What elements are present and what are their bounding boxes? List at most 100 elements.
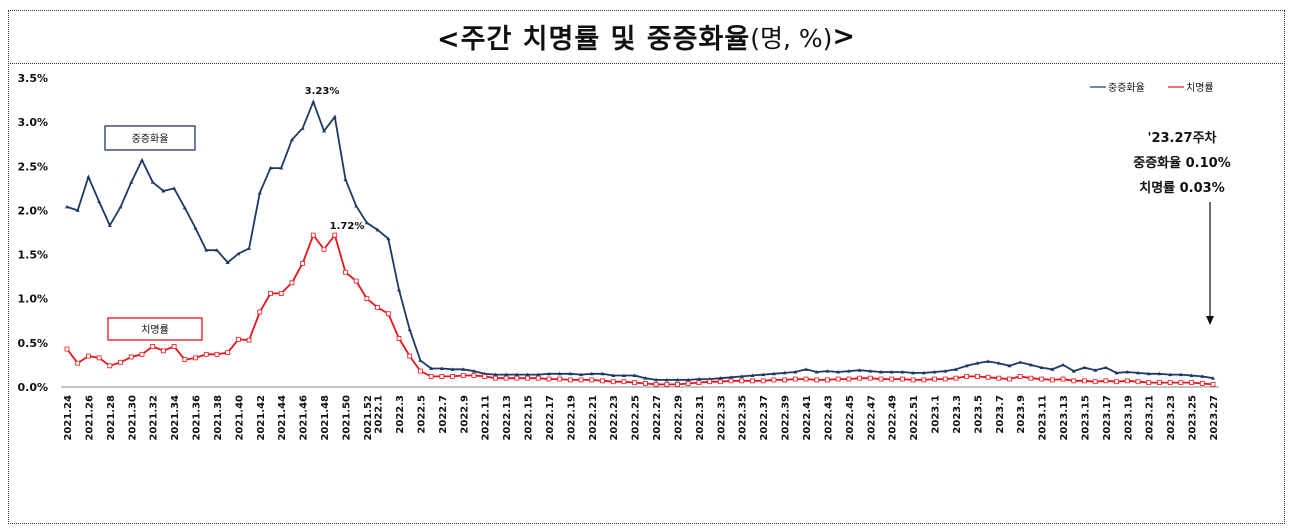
x-tick-label: 2023.23 — [1166, 395, 1177, 441]
chart-frame — [8, 10, 1285, 524]
severe-rate-point — [364, 220, 369, 225]
x-tick-label: 2022.35 — [738, 395, 749, 441]
severe-rate-point — [1103, 365, 1108, 370]
fatality-rate-point — [235, 336, 241, 342]
severe-rate-point — [1200, 374, 1205, 378]
fatality-box-border — [107, 317, 203, 341]
x-tick-label: 2021.28 — [106, 395, 117, 441]
fatality-rate-point — [567, 377, 573, 383]
fatality-rate-point — [1071, 378, 1077, 384]
fatality-rate-point — [471, 373, 477, 378]
severe-rate-point — [943, 369, 948, 373]
fatality-box-label: 치명률 — [141, 324, 169, 336]
fatality-rate-point — [160, 348, 166, 354]
severe-rate-point — [857, 368, 862, 372]
fatality-rate-point — [418, 368, 423, 374]
severe-rate-series — [65, 99, 1215, 382]
x-tick-label: 2022.45 — [845, 395, 856, 441]
fatality-rate-point — [1028, 375, 1034, 381]
fatality-rate-point — [1210, 381, 1216, 387]
severe-rate-point — [1082, 365, 1087, 370]
fatality-rate-point — [1189, 380, 1194, 385]
x-tick-label: 2023.21 — [1145, 395, 1156, 441]
fatality-rate-point — [921, 377, 927, 383]
x-tick-label: 2021.44 — [277, 395, 288, 441]
fatality-rate-point — [996, 375, 1002, 381]
severe-rate-point — [268, 166, 273, 170]
severe-rate-point — [900, 369, 905, 374]
x-tick-label: 2022.5 — [416, 395, 427, 434]
severe-rate-point — [1050, 367, 1055, 371]
fatality-rate-point — [1146, 380, 1152, 385]
fatality-rate-point — [257, 309, 263, 315]
fatality-rate-point — [910, 377, 916, 383]
fatality-rate-point — [1167, 380, 1173, 385]
severe-rate-point — [1039, 365, 1044, 370]
severe-rate-point — [611, 373, 616, 378]
x-tick-label: 2023.27 — [1209, 395, 1220, 441]
severe-rate-point — [761, 372, 766, 377]
severe-rate-point — [675, 377, 680, 382]
severe-rate-point — [504, 372, 509, 377]
x-tick-label: 2021.38 — [213, 395, 224, 441]
fatality-rate-point — [396, 336, 402, 341]
x-tick-label: 2021.50 — [341, 395, 352, 441]
note-severe: 중증화율 0.10% — [1133, 155, 1230, 171]
fatality-rate-point — [1049, 377, 1055, 383]
x-tick-label: 2022.31 — [695, 395, 706, 441]
note-annotation: '23.27주차 중증화율 0.10% 치명률 0.03% — [1133, 130, 1231, 325]
severe-rate-point — [718, 376, 723, 380]
x-tick-label: 2023.25 — [1188, 395, 1199, 441]
x-tick-label: 2021.30 — [127, 395, 138, 441]
fatality-rate-point — [1135, 379, 1141, 385]
y-tick-label: 0.0% — [17, 381, 48, 394]
fatality-rate-point — [664, 381, 670, 387]
y-tick-label: 3.5% — [17, 72, 48, 85]
fatality-rate-point — [814, 377, 820, 383]
fatality-rate-point — [632, 380, 638, 385]
severe-rate-point — [525, 372, 530, 377]
fatality-rate-point — [1199, 381, 1205, 386]
x-tick-label: 2022.43 — [823, 395, 834, 441]
x-tick-label: 2022.47 — [866, 395, 877, 441]
fatality-rate-point — [343, 269, 348, 275]
fatality-rate-point — [600, 378, 605, 384]
severe-rate-point — [300, 126, 305, 130]
fatality-rate-point — [171, 343, 177, 349]
x-tick-label: 2022.1 — [374, 395, 385, 434]
y-tick-label: 3.0% — [17, 116, 48, 129]
severe-rate-point — [1136, 370, 1141, 375]
fatality-rate-line — [66, 233, 1214, 386]
severe-rate-point — [397, 287, 402, 292]
note-week: '23.27주차 — [1147, 130, 1216, 146]
severe-rate-point — [579, 372, 584, 377]
fatality-rate-point — [589, 377, 595, 383]
severe-rate-point — [311, 99, 316, 104]
x-tick-label: 2022.41 — [802, 395, 813, 441]
y-tick-label: 2.5% — [17, 160, 48, 173]
note-arrowhead — [1206, 316, 1214, 325]
fatality-rate-point — [557, 376, 563, 382]
fatality-rate-point — [760, 378, 766, 384]
fatality-rate-point — [375, 305, 380, 310]
severe-rate-point — [911, 370, 916, 375]
x-tick-label: 2022.17 — [545, 395, 556, 441]
x-tick-label: 2022.21 — [588, 395, 599, 441]
x-tick-label: 2021.42 — [256, 395, 267, 441]
severe-rate-point — [996, 361, 1001, 365]
fatality-rate-point — [835, 376, 841, 382]
fatality-rate-point — [782, 377, 787, 383]
fatality-rate-series — [64, 232, 1216, 387]
severe-rate-point — [236, 251, 241, 256]
chart-title-close: > — [832, 21, 856, 52]
severe-rate-point — [1007, 363, 1012, 368]
fatality-rate-point — [803, 376, 809, 382]
fatality-rate-point — [974, 374, 980, 379]
x-axis: 2021.24 2021.26 2021.28 2021.30 2021.32 2021.… — [63, 395, 1220, 441]
severe-rate-point — [878, 369, 883, 374]
fatality-rate-point — [310, 232, 316, 238]
severe-rate-point — [439, 366, 444, 370]
severe-rate-point — [97, 199, 102, 204]
severe-rate-point — [161, 189, 166, 193]
severe-rate-point — [868, 369, 873, 373]
